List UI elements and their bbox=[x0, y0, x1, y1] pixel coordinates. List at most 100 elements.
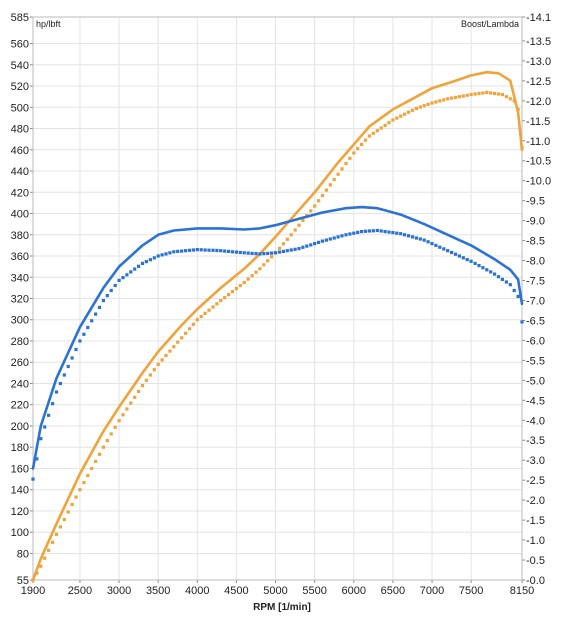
series-point bbox=[426, 240, 430, 244]
series-point bbox=[234, 287, 238, 291]
series-point bbox=[352, 151, 356, 155]
series-point bbox=[453, 95, 458, 99]
x-tick-label: 5500 bbox=[302, 585, 326, 597]
series-point bbox=[172, 250, 176, 254]
series-point bbox=[461, 256, 465, 260]
series-point bbox=[469, 259, 473, 263]
series-point bbox=[504, 95, 508, 99]
series-point bbox=[481, 266, 485, 270]
series-point bbox=[336, 172, 340, 176]
series-point bbox=[297, 223, 301, 227]
left-tick-label: 280 bbox=[11, 336, 29, 348]
series-point bbox=[422, 104, 426, 108]
series-point bbox=[367, 229, 371, 233]
left-tick-label: 260 bbox=[11, 357, 29, 369]
series-point bbox=[187, 327, 192, 331]
series-point bbox=[399, 114, 403, 118]
series-point bbox=[434, 243, 438, 247]
series-point bbox=[391, 231, 395, 235]
series-point bbox=[469, 92, 473, 97]
series-point bbox=[94, 459, 98, 463]
right-tick-label: -7.5 bbox=[526, 276, 545, 288]
series-point bbox=[379, 126, 383, 130]
series-point bbox=[258, 252, 262, 256]
series-point bbox=[414, 106, 418, 110]
right-tick-label: -0.5 bbox=[526, 555, 545, 567]
series-point bbox=[285, 249, 289, 253]
series-point bbox=[348, 156, 352, 160]
series-point bbox=[407, 110, 411, 114]
series-point bbox=[360, 230, 364, 234]
series-point bbox=[512, 288, 516, 293]
left-tick-label: 80 bbox=[17, 548, 29, 560]
left-tick-label: 220 bbox=[11, 400, 29, 412]
series-point bbox=[281, 242, 285, 246]
x-axis-title: RPM [1/min] bbox=[253, 602, 311, 613]
series-point bbox=[137, 264, 141, 268]
series-point bbox=[324, 238, 328, 242]
series-point bbox=[234, 250, 238, 254]
series-point bbox=[457, 95, 461, 99]
left-tick-label: 520 bbox=[11, 81, 29, 93]
series-point bbox=[477, 264, 481, 268]
series-point bbox=[94, 312, 98, 316]
x-tick-label: 8150 bbox=[510, 585, 534, 597]
series-point bbox=[219, 299, 223, 303]
left-tick-label: 500 bbox=[11, 102, 29, 114]
series-point bbox=[453, 252, 458, 256]
series-point bbox=[58, 525, 62, 529]
series-point bbox=[121, 276, 125, 280]
series-point bbox=[473, 261, 477, 265]
series-point bbox=[320, 193, 325, 198]
series-point bbox=[446, 249, 450, 253]
left-tick-label: 560 bbox=[11, 39, 29, 51]
series-point bbox=[438, 245, 442, 249]
series-point bbox=[277, 246, 282, 250]
series-point bbox=[262, 263, 266, 267]
series-point bbox=[117, 278, 121, 282]
series-point bbox=[113, 425, 117, 429]
series-point bbox=[328, 183, 332, 187]
series-point bbox=[281, 249, 285, 253]
right-tick-label: -9.0 bbox=[526, 216, 545, 228]
series-line-0 bbox=[31, 70, 524, 582]
series-point bbox=[301, 218, 305, 222]
series-point bbox=[86, 325, 90, 330]
series-point bbox=[266, 259, 270, 263]
left-tick-label: 380 bbox=[11, 230, 29, 242]
series-point bbox=[332, 177, 336, 182]
series-point bbox=[512, 99, 516, 103]
series-point bbox=[129, 401, 133, 405]
right-tick-label: -13.0 bbox=[526, 56, 551, 68]
series-point bbox=[336, 235, 340, 239]
series-point bbox=[230, 290, 235, 294]
series-point bbox=[152, 368, 156, 372]
series-point bbox=[148, 373, 152, 377]
series-point bbox=[442, 98, 446, 102]
series-point bbox=[62, 373, 66, 377]
series-point bbox=[387, 230, 391, 234]
series-point bbox=[54, 390, 59, 394]
series-layer bbox=[31, 70, 524, 582]
series-point bbox=[289, 248, 293, 252]
right-tick-label: -4.5 bbox=[526, 395, 545, 407]
series-point bbox=[51, 540, 55, 544]
x-tick-label: 3500 bbox=[146, 585, 170, 597]
right-tick-label: -5.5 bbox=[526, 355, 545, 367]
series-point bbox=[309, 209, 313, 213]
series-point bbox=[250, 251, 254, 255]
series-point bbox=[90, 466, 94, 471]
x-tick-label: 6500 bbox=[381, 585, 405, 597]
series-point bbox=[74, 495, 78, 499]
series-point bbox=[195, 318, 199, 322]
series-point bbox=[485, 268, 489, 272]
series-point bbox=[383, 230, 387, 234]
left-tick-label: 120 bbox=[11, 506, 29, 518]
series-point bbox=[82, 481, 86, 485]
left-tick-label: 460 bbox=[11, 145, 29, 157]
series-point bbox=[133, 395, 137, 399]
series-point bbox=[152, 256, 156, 260]
series-point bbox=[485, 90, 489, 94]
left-axis-unit-label: hp/lbft bbox=[36, 19, 61, 29]
grid-layer bbox=[32, 16, 523, 581]
